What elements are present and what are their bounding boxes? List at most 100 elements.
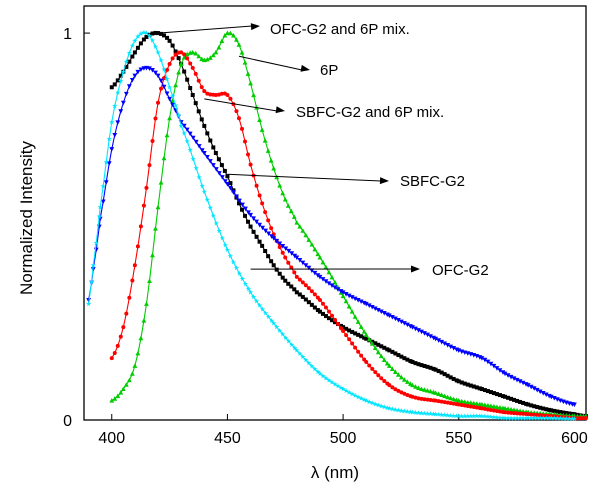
data-point [150,139,155,144]
data-point [355,298,361,303]
data-point [228,30,233,36]
data-point [126,84,132,89]
data-point [138,41,143,46]
data-point [266,231,272,237]
data-point [181,123,187,129]
data-point [433,367,438,372]
data-point [341,325,346,330]
data-point [532,412,537,417]
data-point [227,253,234,259]
data-point [282,196,288,202]
series-3 [86,65,577,408]
data-point [309,363,315,369]
data-point [306,237,312,242]
data-point [271,236,277,241]
data-point [352,392,358,398]
arrow-head [300,64,310,72]
data-point [503,394,508,399]
data-point [93,240,99,246]
data-point [488,407,493,412]
data-point [517,379,523,384]
data-point [123,382,129,387]
data-point [248,80,253,86]
data-point [247,289,254,295]
data-point [286,338,292,344]
data-point [343,298,349,304]
data-point [173,49,178,54]
data-point [560,415,566,421]
series-0 [109,30,588,419]
annotation-arrow [238,55,303,71]
data-point [289,284,294,289]
data-point [323,305,328,310]
data-point [413,395,418,400]
data-point [317,254,323,260]
data-point [199,148,205,153]
data-point [141,318,147,323]
data-point [207,55,213,60]
data-point [242,60,248,65]
data-point [572,402,577,408]
data-point [543,415,549,421]
data-point [228,96,233,101]
data-point [416,328,421,333]
data-point [138,30,144,36]
annotation-label: SBFC-G2 [400,173,465,190]
arrow-head [250,23,260,31]
data-point [552,408,557,413]
data-point [228,181,233,186]
data-point [422,397,427,402]
data-point [153,226,158,231]
data-point [405,357,410,362]
data-point [398,407,405,414]
data-point [306,286,311,291]
data-point [96,213,102,219]
data-point [521,400,526,405]
data-point [534,387,540,393]
series-2 [109,50,588,421]
data-point [320,259,326,265]
data-point [474,401,480,406]
data-point [534,415,540,421]
y-tick-label: 1 [63,26,72,43]
data-point [525,383,531,388]
data-point [485,407,490,412]
data-point [372,345,378,351]
data-point [456,402,461,407]
data-point [190,156,196,162]
data-point [248,212,253,218]
arrow-head [410,265,420,273]
data-point [465,413,471,419]
data-point [265,148,271,153]
data-point [297,277,302,282]
data-point [362,335,367,340]
data-point [254,183,259,188]
data-point [323,279,329,284]
data-point [219,175,225,180]
series-line [111,32,587,417]
data-point [428,388,433,394]
data-point [297,258,303,263]
data-point [474,405,479,410]
data-point [465,404,470,409]
data-point [288,208,294,214]
data-point [164,91,170,97]
data-point [193,71,198,76]
data-point [245,286,252,292]
data-point [323,264,329,270]
data-point [193,50,199,56]
data-point [274,324,280,330]
data-point [115,78,120,83]
data-point [402,321,407,326]
data-point [167,38,172,43]
data-point [451,376,456,381]
data-point [224,246,231,253]
data-point [425,364,430,369]
data-point [315,273,321,278]
data-point [502,415,508,421]
data-point [401,408,408,414]
data-point [506,395,511,400]
data-point [335,287,341,292]
data-point [303,297,308,302]
data-point [294,290,299,295]
